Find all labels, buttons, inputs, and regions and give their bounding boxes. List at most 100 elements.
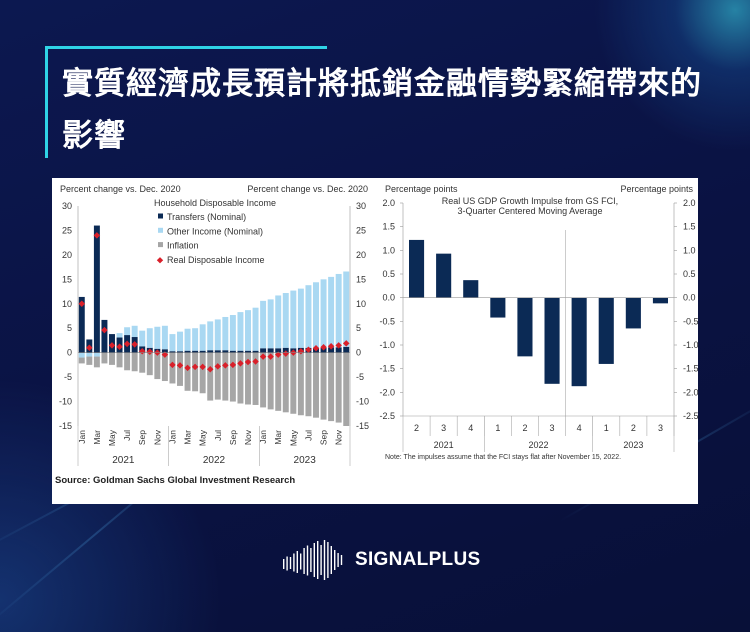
inflation-bar <box>229 352 236 402</box>
month-tick-label: Jan <box>77 430 87 444</box>
month-tick-label: Jan <box>258 430 268 444</box>
inflation-bar <box>313 352 319 418</box>
other-income-bar <box>282 293 289 348</box>
inflation-bar <box>93 356 100 368</box>
transfers-bar <box>161 349 168 353</box>
year-label: 2021 <box>434 440 454 450</box>
transfers-bar <box>252 350 259 353</box>
real-income-marker <box>123 340 131 348</box>
other-income-bar <box>161 325 168 350</box>
real-income-marker <box>335 342 342 349</box>
real-income-marker <box>312 345 320 352</box>
month-tick-label: Mar <box>183 430 193 445</box>
left-ytick-label: 2.0 <box>382 198 395 208</box>
transfers-bar <box>245 350 251 353</box>
legend-swatch <box>158 227 163 233</box>
right-ylabel-left: Percentage points <box>385 184 458 194</box>
inflation-bar <box>282 352 289 413</box>
other-income-bar <box>343 271 350 347</box>
right-ytick-label: -0.5 <box>683 316 699 326</box>
other-income-bar <box>199 324 206 351</box>
waveform-bar <box>313 543 315 577</box>
left-ytick-label: -2.0 <box>379 387 395 397</box>
real-income-marker <box>116 343 123 351</box>
inflation-bar <box>245 352 251 405</box>
other-income-bar <box>192 328 199 351</box>
inflation-bar <box>207 352 214 401</box>
year-label: 2023 <box>294 455 317 466</box>
other-income-bar <box>93 352 100 357</box>
legend-swatch <box>158 213 163 219</box>
inflation-bar <box>177 352 183 386</box>
quarter-tick-label: 3 <box>658 423 663 433</box>
year-label: 2023 <box>623 440 643 450</box>
right-ytick-label: 0.0 <box>683 293 696 303</box>
inflation-bar <box>146 352 153 376</box>
real-income-marker <box>161 351 169 358</box>
real-income-marker <box>327 343 335 350</box>
transfers-bar <box>192 350 199 353</box>
inflation-bar <box>222 352 229 401</box>
month-tick-label: May <box>198 429 208 446</box>
right-ytick-label: 2.0 <box>683 198 696 208</box>
quarter-tick-label: 2 <box>631 423 636 433</box>
quarter-tick-label: 4 <box>468 423 473 433</box>
left-ytick-label: 1.0 <box>382 245 395 255</box>
impulse-bar <box>652 297 668 304</box>
month-tick-label: May <box>107 429 117 446</box>
transfers-bar <box>184 350 191 353</box>
quarter-tick-label: 4 <box>577 423 582 433</box>
other-income-bar <box>328 276 335 348</box>
quarter-tick-label: 1 <box>495 423 500 433</box>
transfers-bar <box>260 348 267 353</box>
transfers-bar <box>275 348 282 353</box>
inflation-bar <box>184 352 191 391</box>
year-label: 2021 <box>112 455 135 466</box>
impulse-bar <box>544 297 560 384</box>
legend-swatch <box>158 242 163 248</box>
left-legend: Transfers (Nominal) Other Income (Nominal… <box>156 212 265 265</box>
inflation-bar <box>260 352 267 408</box>
other-income-bar <box>184 328 191 351</box>
right-chart-subtitle: 3-Quarter Centered Moving Average <box>458 206 603 216</box>
inflation-bar <box>320 352 327 420</box>
real-income-marker <box>86 344 93 352</box>
other-income-bar <box>124 327 131 336</box>
left-ytick-label: 20 <box>62 250 72 260</box>
other-income-bar <box>169 334 176 352</box>
waveform-bar <box>289 557 292 569</box>
real-income-marker <box>267 353 274 360</box>
right-ytick-label: -5 <box>356 372 364 382</box>
waveform-bar <box>340 555 343 565</box>
month-tick-label: Jul <box>122 430 132 441</box>
transfers-bar <box>207 350 214 353</box>
real-income-marker <box>78 300 86 308</box>
real-income-marker <box>199 363 206 371</box>
legend-label: Transfers (Nominal) <box>167 212 246 222</box>
transfers-bar <box>199 350 206 353</box>
real-income-marker <box>184 364 191 372</box>
other-income-bar <box>313 282 319 348</box>
waveform-bar <box>306 545 309 576</box>
impulse-bar <box>490 297 506 318</box>
month-tick-label: Sep <box>228 430 238 445</box>
impulse-bar <box>571 297 587 387</box>
right-ytick-label: 15 <box>356 274 366 284</box>
other-income-bar <box>78 352 85 358</box>
right-ytick-label: 1.0 <box>683 245 696 255</box>
transfers-bar <box>282 347 289 353</box>
real-income-marker <box>305 346 312 353</box>
right-ytick-label: 20 <box>356 250 366 260</box>
inflation-bar <box>101 352 108 364</box>
waveform-bar <box>303 548 305 574</box>
left-ytick-label: 5 <box>67 323 72 333</box>
right-ytick-label: -2.0 <box>683 387 699 397</box>
impulse-bar <box>409 239 425 298</box>
inflation-bar <box>124 352 131 371</box>
month-tick-label: Nov <box>334 429 344 445</box>
legend-label: Inflation <box>167 241 199 251</box>
inflation-bar <box>78 357 85 364</box>
transfers-bar <box>214 350 221 353</box>
left-ytick-label: 0 <box>67 348 72 358</box>
other-income-bar <box>116 333 123 338</box>
